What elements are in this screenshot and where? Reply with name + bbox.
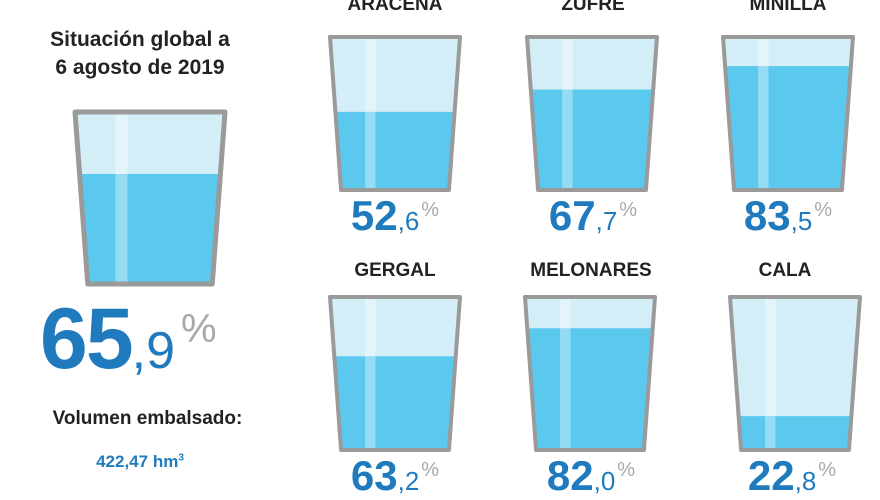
reservoir-pct-integer: 67 (548, 192, 596, 239)
reservoir-pct-symbol: % (619, 199, 638, 221)
global-title: Situación global a 6 agosto de 2019 (10, 26, 270, 82)
reservoir-name: GERGAL (354, 260, 436, 281)
glass-outline (72, 109, 228, 287)
glass-drawing (728, 295, 862, 452)
reservoir-percentage: 67,7% (518, 192, 668, 240)
reservoir-percentage: 82,0% (516, 452, 666, 500)
volume-label: Volumen embalsado: (52, 408, 243, 429)
reservoir-name: CALA (758, 260, 812, 281)
volume-value-exponent: 3 (178, 452, 184, 464)
glass-drawing (72, 109, 228, 287)
glass-outline (328, 295, 462, 452)
glass-highlight (365, 299, 376, 448)
water-fill (725, 66, 851, 190)
reservoir-pct-integer: 63 (350, 452, 398, 499)
glass-outline (523, 295, 657, 452)
glass-outline (728, 295, 862, 452)
global-percentage: 65,9% (40, 290, 280, 389)
global-title-line1: Situación global a (50, 28, 230, 51)
glass-drawing (721, 35, 855, 192)
glass-highlight (560, 299, 571, 448)
reservoir-name: ZUFRE (561, 0, 625, 15)
reservoir-pct-symbol: % (421, 459, 440, 481)
reservoir-pct-decimal: ,7 (595, 206, 618, 236)
glass-drawing (525, 35, 659, 192)
reservoir-pct-symbol: % (421, 199, 440, 221)
reservoir-pct-integer: 52 (350, 192, 398, 239)
glass-drawing (328, 295, 462, 452)
reservoir-glass (721, 35, 855, 192)
reservoir-pct-symbol: % (814, 199, 833, 221)
water-fill (530, 89, 654, 190)
reservoir-pct-decimal: ,6 (397, 206, 420, 236)
glass-drawing (328, 35, 462, 192)
reservoir-pct-decimal: ,5 (790, 206, 813, 236)
glass-outline (525, 35, 659, 192)
reservoir-pct-symbol: % (617, 459, 636, 481)
glass-highlight (562, 39, 573, 188)
glass-highlight (758, 39, 769, 188)
global-pct-decimal: ,9 (131, 322, 176, 380)
reservoir-glass (523, 295, 657, 452)
glass-outline (328, 35, 462, 192)
water-fill (79, 174, 221, 284)
reservoir-glass (328, 35, 462, 192)
reservoir-name: MINILLA (749, 0, 827, 15)
glass-highlight (115, 114, 128, 282)
water-fill (527, 328, 653, 450)
water-fill (335, 111, 455, 190)
reservoir-percentage: 52,6% (320, 192, 470, 240)
reservoir-percentage: 22,8% (717, 452, 867, 500)
global-pct-integer: 65 (40, 291, 134, 387)
glass-highlight (765, 299, 776, 448)
water-fill (334, 356, 456, 450)
volume-value: 422,47 hm3 (40, 452, 240, 472)
volume-value-number: 422,47 hm (96, 452, 179, 471)
reservoir-percentage: 63,2% (320, 452, 470, 500)
global-title-line2: 6 agosto de 2019 (55, 56, 225, 79)
reservoir-pct-integer: 22 (747, 452, 795, 499)
reservoir-glass (525, 35, 659, 192)
glass-drawing (523, 295, 657, 452)
reservoir-pct-decimal: ,2 (397, 466, 420, 496)
reservoir-name: MELONARES (530, 260, 652, 281)
reservoir-pct-decimal: ,8 (794, 466, 817, 496)
glass-outline (721, 35, 855, 192)
reservoir-percentage: 83,5% (713, 192, 863, 240)
global-glass (72, 109, 228, 287)
reservoir-glass (728, 295, 862, 452)
reservoir-pct-symbol: % (818, 459, 837, 481)
glass-highlight (365, 39, 376, 188)
reservoir-pct-decimal: ,0 (593, 466, 616, 496)
water-fill (738, 416, 852, 450)
glass-interior (730, 297, 860, 450)
global-pct-symbol: % (181, 307, 217, 351)
reservoir-name: ARACENA (347, 0, 443, 15)
reservoir-pct-integer: 83 (743, 192, 791, 239)
reservoir-pct-integer: 82 (546, 452, 594, 499)
reservoir-glass (328, 295, 462, 452)
